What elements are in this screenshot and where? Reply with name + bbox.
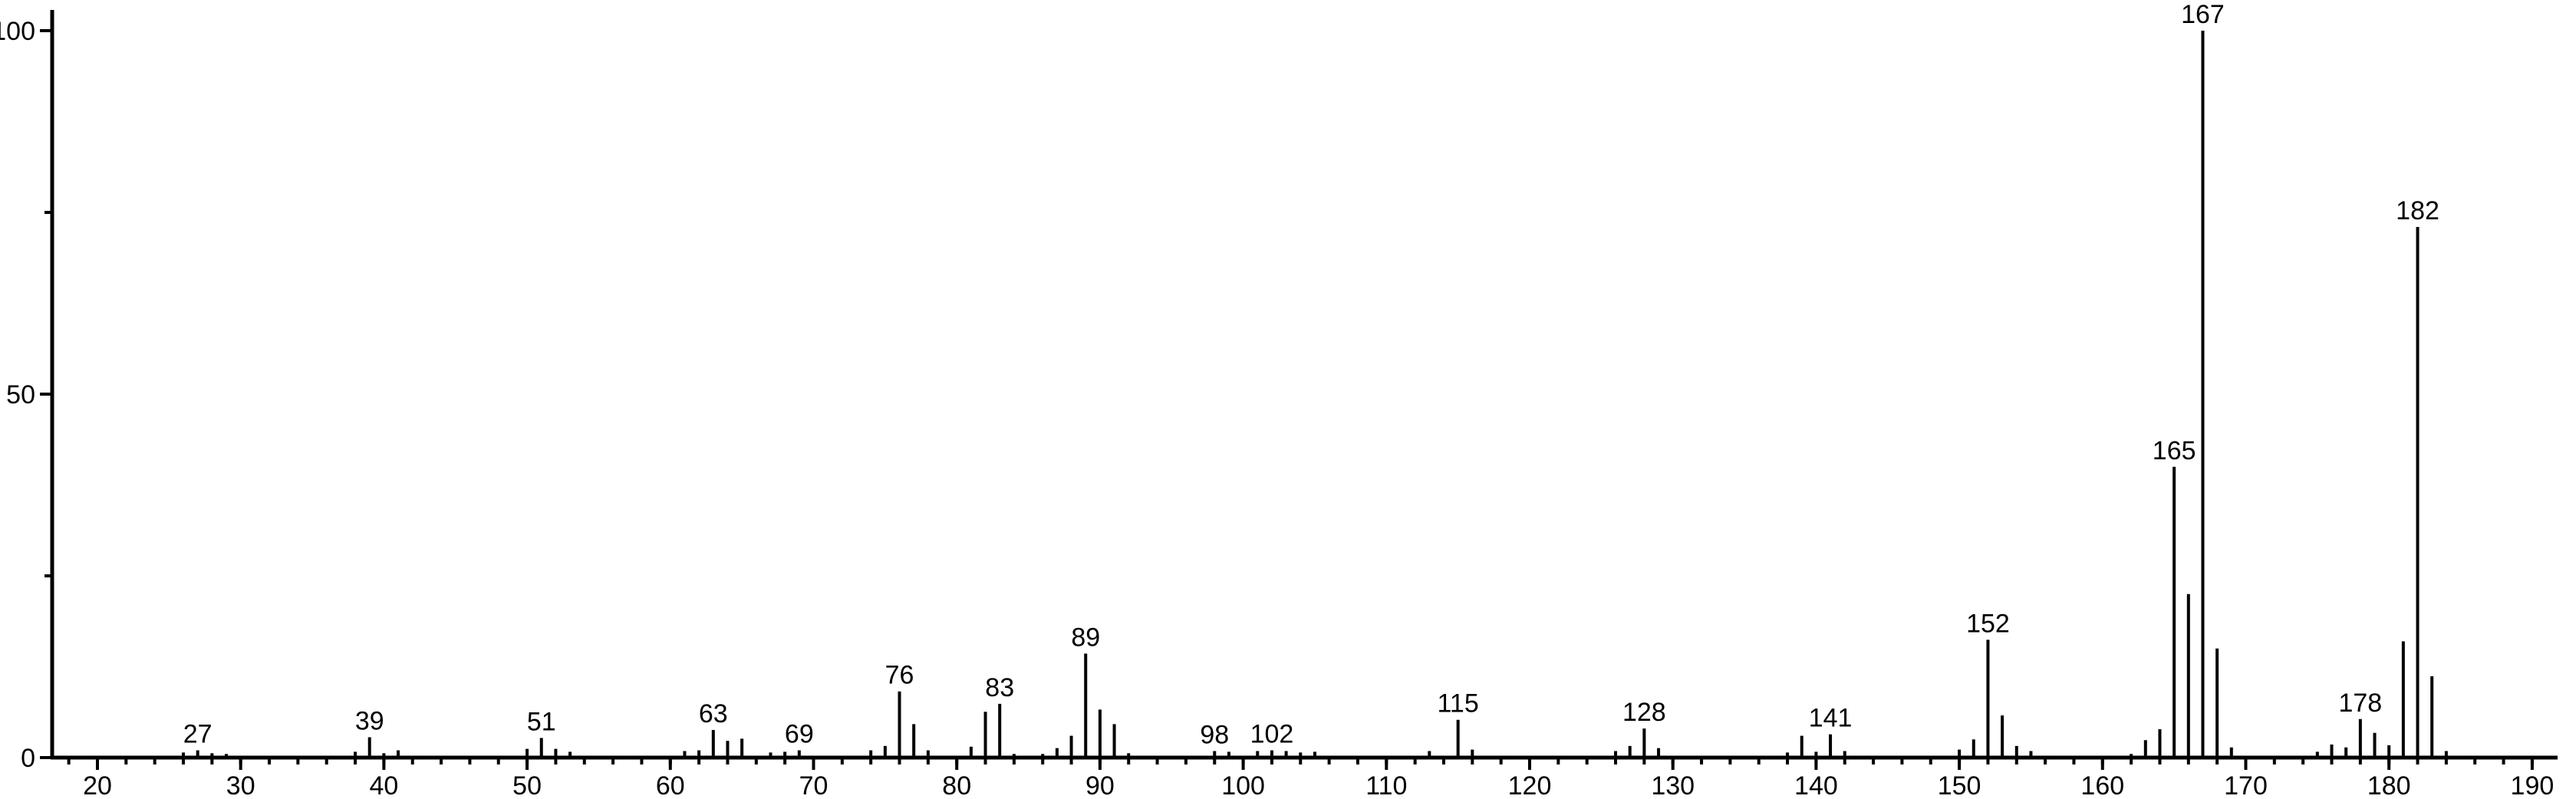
- peak-label-mz-89: 89: [1071, 623, 1100, 652]
- peak-label-mz-27: 27: [183, 720, 212, 749]
- peak-label-mz-178: 178: [2338, 689, 2382, 718]
- peak-label-mz-51: 51: [527, 707, 556, 736]
- x-tick-label: 120: [1508, 771, 1552, 799]
- peak-label-mz-98: 98: [1200, 720, 1229, 749]
- peak-label-mz-69: 69: [785, 720, 814, 749]
- x-tick-label: 100: [1221, 771, 1265, 799]
- x-tick-label: 190: [2511, 771, 2555, 799]
- peak-label-mz-39: 39: [355, 706, 384, 735]
- peak-label-mz-182: 182: [2396, 196, 2439, 225]
- peak-label-mz-102: 102: [1250, 720, 1294, 749]
- x-tick-label: 60: [656, 771, 685, 799]
- y-tick-label: 0: [21, 744, 35, 773]
- peak-label-mz-83: 83: [985, 673, 1014, 702]
- x-tick-label: 90: [1085, 771, 1115, 799]
- peak-label-mz-165: 165: [2153, 436, 2196, 465]
- peak-label-mz-76: 76: [885, 661, 914, 690]
- x-tick-label: 180: [2367, 771, 2411, 799]
- peak-label-mz-128: 128: [1622, 698, 1666, 727]
- x-tick-label: 150: [1938, 771, 1981, 799]
- peak-label-mz-141: 141: [1809, 704, 1853, 733]
- x-tick-label: 70: [799, 771, 828, 799]
- y-tick-label: 50: [6, 380, 35, 409]
- x-tick-label: 80: [942, 771, 971, 799]
- x-tick-label: 170: [2224, 771, 2268, 799]
- peak-label-mz-63: 63: [699, 699, 728, 728]
- x-tick-label: 20: [83, 771, 112, 799]
- x-tick-label: 40: [369, 771, 398, 799]
- x-tick-label: 130: [1651, 771, 1695, 799]
- x-tick-label: 30: [226, 771, 255, 799]
- peak-label-mz-167: 167: [2181, 0, 2225, 29]
- x-tick-label: 140: [1794, 771, 1838, 799]
- y-tick-label: 100: [0, 17, 35, 46]
- x-tick-label: 160: [2080, 771, 2124, 799]
- x-tick-label: 50: [512, 771, 542, 799]
- peak-label-mz-115: 115: [1438, 689, 1479, 718]
- peak-label-mz-152: 152: [1966, 609, 2010, 638]
- x-tick-label: 110: [1365, 771, 1407, 799]
